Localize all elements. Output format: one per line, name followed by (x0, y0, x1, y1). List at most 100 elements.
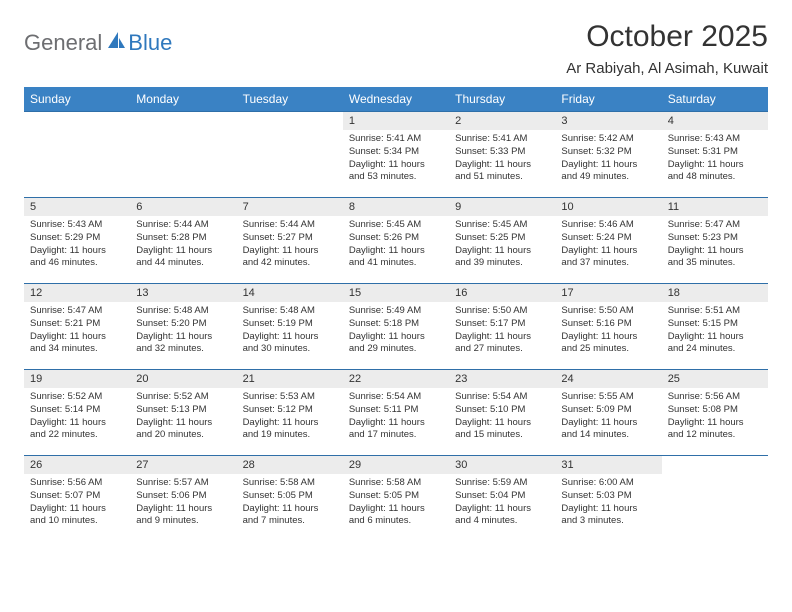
day-number: 1 (343, 112, 449, 130)
calendar-cell: 30Sunrise: 5:59 AMSunset: 5:04 PMDayligh… (449, 456, 555, 542)
day-number: 28 (237, 456, 343, 474)
day-number: 2 (449, 112, 555, 130)
day-details: Sunrise: 5:47 AMSunset: 5:23 PMDaylight:… (662, 216, 768, 276)
calendar-cell: 17Sunrise: 5:50 AMSunset: 5:16 PMDayligh… (555, 284, 661, 370)
day-details: Sunrise: 5:50 AMSunset: 5:16 PMDaylight:… (555, 302, 661, 362)
day-number: 17 (555, 284, 661, 302)
title-block: October 2025 Ar Rabiyah, Al Asimah, Kuwa… (566, 20, 768, 77)
calendar-row: 12Sunrise: 5:47 AMSunset: 5:21 PMDayligh… (24, 284, 768, 370)
day-number: 25 (662, 370, 768, 388)
day-number: 13 (130, 284, 236, 302)
day-details: Sunrise: 5:56 AMSunset: 5:07 PMDaylight:… (24, 474, 130, 534)
day-details: Sunrise: 5:59 AMSunset: 5:04 PMDaylight:… (449, 474, 555, 534)
calendar-cell: 27Sunrise: 5:57 AMSunset: 5:06 PMDayligh… (130, 456, 236, 542)
calendar-cell: 25Sunrise: 5:56 AMSunset: 5:08 PMDayligh… (662, 370, 768, 456)
calendar-cell: 3Sunrise: 5:42 AMSunset: 5:32 PMDaylight… (555, 112, 661, 198)
weekday-header: Monday (130, 87, 236, 112)
day-number: 27 (130, 456, 236, 474)
calendar-cell: 4Sunrise: 5:43 AMSunset: 5:31 PMDaylight… (662, 112, 768, 198)
day-number: 8 (343, 198, 449, 216)
day-number: 16 (449, 284, 555, 302)
calendar-row: 5Sunrise: 5:43 AMSunset: 5:29 PMDaylight… (24, 198, 768, 284)
day-number: 31 (555, 456, 661, 474)
calendar-body: 1Sunrise: 5:41 AMSunset: 5:34 PMDaylight… (24, 112, 768, 542)
calendar-cell: 13Sunrise: 5:48 AMSunset: 5:20 PMDayligh… (130, 284, 236, 370)
header: General Blue October 2025 Ar Rabiyah, Al… (24, 20, 768, 77)
day-details: Sunrise: 5:52 AMSunset: 5:14 PMDaylight:… (24, 388, 130, 448)
day-details: Sunrise: 5:44 AMSunset: 5:28 PMDaylight:… (130, 216, 236, 276)
logo-text-blue: Blue (128, 30, 172, 56)
page-title: October 2025 (566, 20, 768, 54)
calendar-cell: 23Sunrise: 5:54 AMSunset: 5:10 PMDayligh… (449, 370, 555, 456)
logo-text-general: General (24, 30, 102, 56)
calendar-row: 26Sunrise: 5:56 AMSunset: 5:07 PMDayligh… (24, 456, 768, 542)
calendar-cell: 7Sunrise: 5:44 AMSunset: 5:27 PMDaylight… (237, 198, 343, 284)
day-details: Sunrise: 5:44 AMSunset: 5:27 PMDaylight:… (237, 216, 343, 276)
calendar-cell: 1Sunrise: 5:41 AMSunset: 5:34 PMDaylight… (343, 112, 449, 198)
calendar-cell: 19Sunrise: 5:52 AMSunset: 5:14 PMDayligh… (24, 370, 130, 456)
day-details: Sunrise: 5:42 AMSunset: 5:32 PMDaylight:… (555, 130, 661, 190)
logo-sail-icon (106, 32, 126, 55)
day-number: 21 (237, 370, 343, 388)
day-details: Sunrise: 5:49 AMSunset: 5:18 PMDaylight:… (343, 302, 449, 362)
day-number: 10 (555, 198, 661, 216)
calendar-cell: 9Sunrise: 5:45 AMSunset: 5:25 PMDaylight… (449, 198, 555, 284)
calendar-row: 19Sunrise: 5:52 AMSunset: 5:14 PMDayligh… (24, 370, 768, 456)
calendar-cell: 22Sunrise: 5:54 AMSunset: 5:11 PMDayligh… (343, 370, 449, 456)
day-details: Sunrise: 5:58 AMSunset: 5:05 PMDaylight:… (237, 474, 343, 534)
calendar-cell: 15Sunrise: 5:49 AMSunset: 5:18 PMDayligh… (343, 284, 449, 370)
calendar-cell: 8Sunrise: 5:45 AMSunset: 5:26 PMDaylight… (343, 198, 449, 284)
day-number: 6 (130, 198, 236, 216)
day-details: Sunrise: 5:41 AMSunset: 5:33 PMDaylight:… (449, 130, 555, 190)
day-number: 12 (24, 284, 130, 302)
day-number: 9 (449, 198, 555, 216)
day-details: Sunrise: 5:58 AMSunset: 5:05 PMDaylight:… (343, 474, 449, 534)
day-details: Sunrise: 5:45 AMSunset: 5:26 PMDaylight:… (343, 216, 449, 276)
day-number: 4 (662, 112, 768, 130)
day-details: Sunrise: 5:47 AMSunset: 5:21 PMDaylight:… (24, 302, 130, 362)
calendar-cell: 24Sunrise: 5:55 AMSunset: 5:09 PMDayligh… (555, 370, 661, 456)
day-number: 3 (555, 112, 661, 130)
day-details: Sunrise: 5:54 AMSunset: 5:11 PMDaylight:… (343, 388, 449, 448)
location-text: Ar Rabiyah, Al Asimah, Kuwait (566, 60, 768, 77)
day-number: 5 (24, 198, 130, 216)
calendar-cell: 18Sunrise: 5:51 AMSunset: 5:15 PMDayligh… (662, 284, 768, 370)
calendar-cell: 10Sunrise: 5:46 AMSunset: 5:24 PMDayligh… (555, 198, 661, 284)
calendar-cell: 21Sunrise: 5:53 AMSunset: 5:12 PMDayligh… (237, 370, 343, 456)
day-number: 26 (24, 456, 130, 474)
day-details: Sunrise: 5:57 AMSunset: 5:06 PMDaylight:… (130, 474, 236, 534)
day-number: 19 (24, 370, 130, 388)
day-number: 14 (237, 284, 343, 302)
day-number: 24 (555, 370, 661, 388)
calendar-cell: 28Sunrise: 5:58 AMSunset: 5:05 PMDayligh… (237, 456, 343, 542)
calendar-cell: 6Sunrise: 5:44 AMSunset: 5:28 PMDaylight… (130, 198, 236, 284)
calendar-cell (237, 112, 343, 198)
calendar-row: 1Sunrise: 5:41 AMSunset: 5:34 PMDaylight… (24, 112, 768, 198)
day-number: 22 (343, 370, 449, 388)
calendar-cell: 2Sunrise: 5:41 AMSunset: 5:33 PMDaylight… (449, 112, 555, 198)
calendar-cell: 12Sunrise: 5:47 AMSunset: 5:21 PMDayligh… (24, 284, 130, 370)
calendar-cell: 5Sunrise: 5:43 AMSunset: 5:29 PMDaylight… (24, 198, 130, 284)
calendar-cell: 31Sunrise: 6:00 AMSunset: 5:03 PMDayligh… (555, 456, 661, 542)
day-number: 20 (130, 370, 236, 388)
day-details: Sunrise: 5:53 AMSunset: 5:12 PMDaylight:… (237, 388, 343, 448)
weekday-header: Saturday (662, 87, 768, 112)
day-number: 23 (449, 370, 555, 388)
weekday-header: Friday (555, 87, 661, 112)
weekday-header: Sunday (24, 87, 130, 112)
weekday-header-row: SundayMondayTuesdayWednesdayThursdayFrid… (24, 87, 768, 112)
day-details: Sunrise: 6:00 AMSunset: 5:03 PMDaylight:… (555, 474, 661, 534)
calendar-cell: 11Sunrise: 5:47 AMSunset: 5:23 PMDayligh… (662, 198, 768, 284)
weekday-header: Thursday (449, 87, 555, 112)
calendar-cell: 26Sunrise: 5:56 AMSunset: 5:07 PMDayligh… (24, 456, 130, 542)
day-number: 7 (237, 198, 343, 216)
day-details: Sunrise: 5:41 AMSunset: 5:34 PMDaylight:… (343, 130, 449, 190)
calendar-cell (130, 112, 236, 198)
day-number: 15 (343, 284, 449, 302)
calendar-cell: 14Sunrise: 5:48 AMSunset: 5:19 PMDayligh… (237, 284, 343, 370)
weekday-header: Wednesday (343, 87, 449, 112)
day-details: Sunrise: 5:51 AMSunset: 5:15 PMDaylight:… (662, 302, 768, 362)
calendar-table: SundayMondayTuesdayWednesdayThursdayFrid… (24, 87, 768, 542)
day-number: 29 (343, 456, 449, 474)
weekday-header: Tuesday (237, 87, 343, 112)
